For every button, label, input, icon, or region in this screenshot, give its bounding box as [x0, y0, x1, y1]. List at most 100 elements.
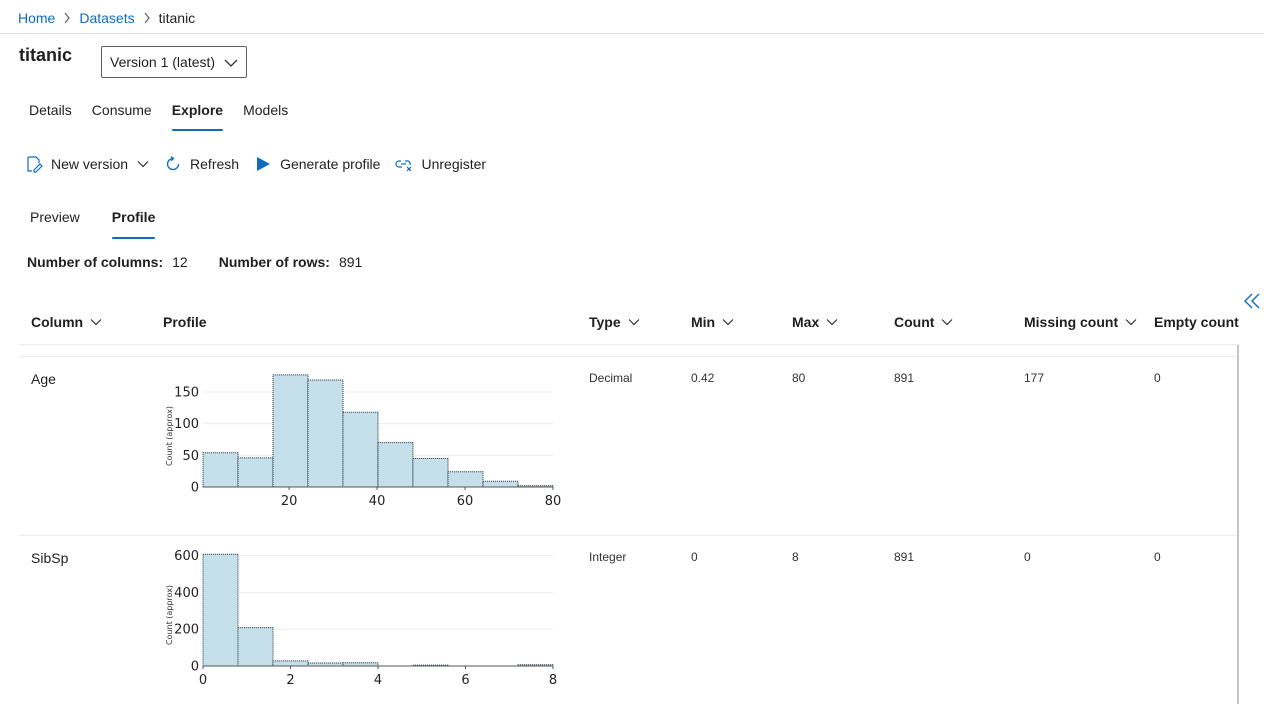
edit-document-icon — [24, 154, 44, 174]
age-histogram: 0 50 100 150 20 40 60 80 Count (approx) — [165, 374, 561, 509]
row-empty-count: 0 — [1154, 550, 1161, 564]
x-tick-label: 40 — [369, 494, 386, 509]
histogram-bar — [517, 485, 554, 488]
collapse-panel-button[interactable] — [1242, 291, 1262, 311]
breadcrumb-home-link[interactable]: Home — [18, 10, 56, 26]
tab-preview[interactable]: Preview — [30, 209, 80, 225]
y-tick-label: 0 — [191, 660, 199, 675]
refresh-label: Refresh — [190, 156, 240, 172]
column-header-profile: Profile — [163, 306, 207, 338]
histogram-bar — [307, 379, 344, 488]
double-chevron-left-icon — [1244, 293, 1260, 309]
profile-table-header: Column Profile Type Min Max Count Missin… — [19, 306, 1239, 338]
histogram-bar — [272, 660, 309, 667]
histogram-bar — [202, 452, 239, 488]
histogram-bar — [237, 627, 274, 667]
chevron-down-icon — [224, 56, 238, 72]
chevron-down-icon — [137, 159, 149, 169]
row-type: Decimal — [589, 371, 633, 385]
y-tick-label: 600 — [174, 549, 199, 564]
tab-profile[interactable]: Profile — [111, 206, 155, 240]
column-header-count[interactable]: Count — [894, 306, 953, 338]
x-tick-label: 6 — [461, 673, 469, 688]
breadcrumb-current: titanic — [158, 10, 196, 26]
table-row: Age 0 50 100 150 20 40 60 80 Count (approx) Deci… — [19, 371, 1239, 531]
command-bar: New version Refresh Generate profile — [24, 152, 500, 176]
column-header-column[interactable]: Column — [31, 306, 102, 338]
new-version-button[interactable]: New version — [24, 152, 149, 176]
new-version-label: New version — [51, 156, 129, 172]
row-missing-count: 0 — [1024, 550, 1031, 564]
version-dropdown[interactable]: Version 1 (latest) — [101, 46, 247, 78]
column-header-min[interactable]: Min — [691, 306, 734, 338]
rows-count-value: 891 — [338, 254, 363, 270]
column-header-type[interactable]: Type — [589, 306, 640, 338]
histogram-bar — [342, 411, 379, 488]
unregister-button[interactable]: Unregister — [394, 152, 486, 176]
column-header-label: Column — [31, 314, 84, 330]
y-tick-label: 200 — [174, 623, 199, 638]
y-axis-label: Count (approx) — [165, 406, 174, 466]
column-header-label: Type — [589, 314, 621, 330]
histogram-bar — [482, 480, 519, 488]
play-icon — [253, 154, 273, 174]
column-header-label: Count — [894, 314, 935, 330]
x-tick-label: 2 — [286, 673, 294, 688]
x-tick-label: 20 — [281, 494, 298, 509]
row-count: 891 — [894, 371, 915, 385]
histogram-bar — [237, 457, 274, 488]
histogram-bar — [377, 442, 414, 488]
column-header-empty-count[interactable]: Empty count — [1154, 306, 1239, 338]
chevron-right-icon — [55, 8, 79, 28]
histogram-bar — [412, 458, 449, 488]
refresh-icon — [163, 154, 183, 174]
x-tick-label: 0 — [199, 673, 207, 688]
table-row-divider — [19, 356, 1239, 357]
column-header-max[interactable]: Max — [792, 306, 838, 338]
histogram-bar — [517, 664, 554, 667]
explore-subtabs: Preview Profile — [20, 206, 155, 240]
row-max: 80 — [792, 371, 806, 385]
x-tick-label: 8 — [549, 673, 557, 688]
tab-explore[interactable]: Explore — [162, 100, 233, 132]
histogram-bar — [202, 553, 239, 667]
rows-count-label: Number of rows: — [218, 254, 330, 270]
row-column-name: SibSp — [31, 550, 69, 566]
table-header-divider — [19, 344, 1239, 345]
columns-count-label: Number of columns: — [27, 254, 164, 270]
y-tick-label: 100 — [174, 417, 199, 432]
x-tick-label: 60 — [457, 494, 474, 509]
row-min: 0.42 — [691, 371, 715, 385]
table-row-divider — [19, 535, 1239, 536]
histogram-bar — [272, 374, 309, 488]
column-header-label: Empty count — [1154, 314, 1239, 330]
dataset-summary: Number of columns: 12 Number of rows: 89… — [27, 254, 393, 270]
chevron-right-icon — [135, 8, 159, 28]
y-tick-label: 400 — [174, 586, 199, 601]
tab-details[interactable]: Details — [29, 102, 72, 118]
chevron-down-icon — [90, 314, 102, 330]
column-header-label: Missing count — [1024, 314, 1119, 330]
chevron-down-icon — [628, 314, 640, 330]
generate-profile-button[interactable]: Generate profile — [253, 152, 380, 176]
breadcrumb: Home Datasets titanic — [18, 8, 195, 28]
refresh-button[interactable]: Refresh — [163, 152, 239, 176]
vertical-scrollbar[interactable] — [1237, 345, 1239, 704]
row-max: 8 — [792, 550, 799, 564]
row-column-name: Age — [31, 371, 56, 387]
column-header-missing-count[interactable]: Missing count — [1024, 306, 1137, 338]
tab-models[interactable]: Models — [243, 102, 289, 118]
generate-profile-label: Generate profile — [280, 156, 381, 172]
page-title: titanic — [19, 45, 73, 65]
chevron-down-icon — [1125, 314, 1137, 330]
y-tick-label: 50 — [182, 449, 199, 464]
tab-consume[interactable]: Consume — [91, 102, 152, 118]
chevron-down-icon — [722, 314, 734, 330]
row-count: 891 — [894, 550, 915, 564]
row-empty-count: 0 — [1154, 371, 1161, 385]
breadcrumb-datasets-link[interactable]: Datasets — [79, 10, 135, 26]
header-divider — [0, 33, 1264, 34]
column-header-label: Profile — [163, 314, 207, 330]
table-row: SibSp 0 200 400 600 0 2 4 6 8 Count (approx) Inte… — [19, 549, 1239, 704]
unlink-icon — [394, 154, 414, 174]
